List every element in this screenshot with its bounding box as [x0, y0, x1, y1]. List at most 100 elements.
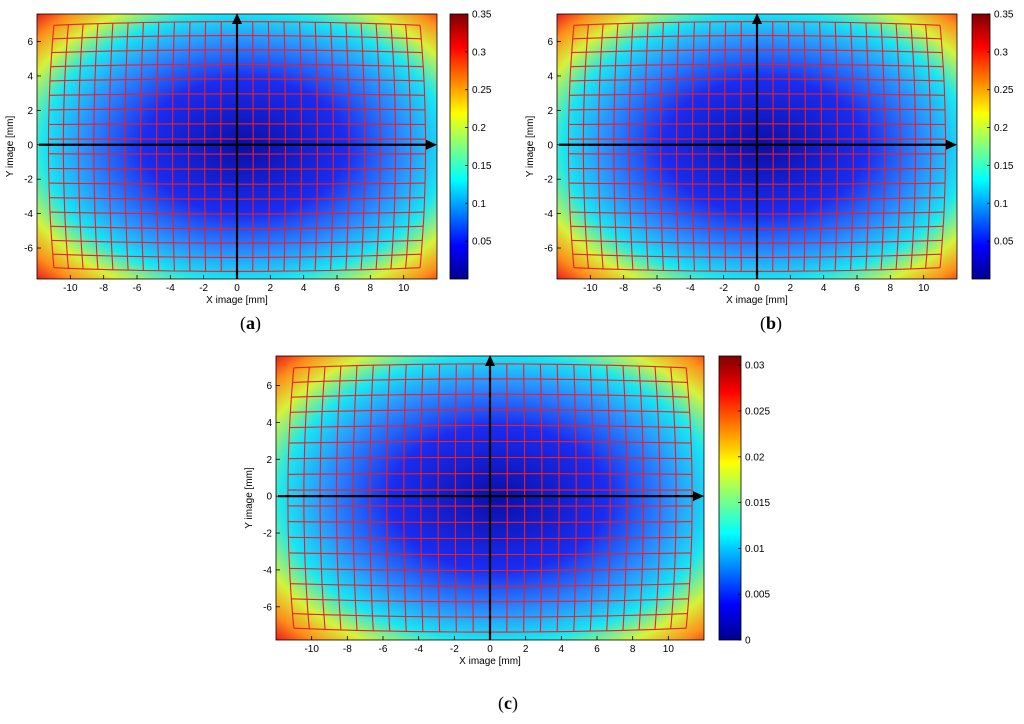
colorbar — [718, 355, 742, 641]
y-tick-label: -4 — [24, 209, 33, 220]
grid-line-vertical — [93, 23, 99, 270]
grid-line-vertical — [403, 364, 407, 632]
y-tick-label: 0 — [266, 492, 272, 503]
y-tick-label: 6 — [266, 381, 272, 392]
grid-line-vertical — [47, 25, 55, 268]
colorbar-tick-label: 0.05 — [472, 237, 492, 248]
grid-line-vertical — [352, 365, 358, 631]
grid-line-vertical — [654, 366, 661, 630]
x-tick-label: 6 — [334, 283, 340, 294]
grid-overlay — [567, 21, 947, 272]
grid-line-vertical — [939, 25, 947, 268]
grid-line-vertical — [819, 21, 823, 272]
panel-c: -10 -8 -6 -4 -2 0 2 4 6 8 10 -6 -4 -2 0 2 4 6 X image [mm]… — [244, 355, 770, 667]
grid-line-vertical — [925, 24, 932, 269]
grid-line-vertical — [303, 367, 310, 629]
y-tick-label: 6 — [27, 37, 33, 48]
panel-label-a-text: a — [246, 313, 255, 333]
y-tick-label: 6 — [547, 37, 553, 48]
grid-line-vertical — [539, 364, 543, 632]
grid-line-vertical — [369, 365, 374, 631]
x-tick-label: -4 — [686, 283, 695, 294]
colorbar-tick-label: 0.2 — [994, 123, 1008, 134]
grid-line-vertical — [567, 25, 575, 268]
grid-line-vertical — [582, 24, 589, 269]
y-axis-label: Y image [mm] — [244, 467, 255, 529]
y-tick-label: 2 — [27, 106, 33, 117]
x-arrowhead-icon — [426, 139, 437, 150]
x-tick-label: -8 — [343, 644, 352, 655]
grid-line-vertical — [622, 365, 628, 631]
colorbar-tick-label: 0.05 — [994, 237, 1014, 248]
grid-line-vertical — [676, 22, 680, 271]
grid-line-vertical — [613, 23, 619, 270]
x-tick-label: -8 — [99, 283, 108, 294]
grid-line-vertical — [880, 23, 886, 270]
x-tick-label: 6 — [594, 644, 600, 655]
y-tick-label: 0 — [547, 140, 553, 151]
grid-line-vertical — [319, 366, 326, 630]
grid-line-vertical — [204, 21, 207, 272]
y-tick-label: 4 — [547, 71, 553, 82]
x-tick-label: -2 — [719, 283, 728, 294]
grid-line-vertical — [140, 22, 144, 271]
colorbar-tick-label: 0.35 — [994, 10, 1014, 21]
grid-line-vertical — [850, 22, 854, 271]
x-tick-label: -4 — [414, 644, 423, 655]
panel-b: -10 -8 -6 -4 -2 0 2 4 6 8 10 -6 -4 -2 0 2 4 6 X image [mm]… — [525, 10, 1014, 307]
grid-line-vertical — [360, 23, 366, 270]
panel-label-c: (c) — [498, 693, 518, 713]
panel-label-b: (b) — [760, 313, 783, 333]
x-arrowhead-icon — [946, 139, 957, 150]
grid-line-vertical — [708, 21, 711, 272]
colorbar-tick-label: 0.015 — [745, 498, 770, 509]
grid-line-vertical — [299, 21, 303, 272]
grid-line-vertical — [437, 364, 441, 632]
grid-line-vertical — [375, 23, 381, 270]
x-tick-label: -6 — [133, 283, 142, 294]
grid-line-vertical — [724, 21, 727, 272]
grid-line-vertical — [454, 363, 457, 633]
x-tick-label: -2 — [450, 644, 459, 655]
grid-line-vertical — [803, 21, 806, 272]
y-tick-label: 4 — [27, 71, 33, 82]
y-arrowhead-icon — [752, 13, 762, 24]
grid-line-vertical — [691, 21, 695, 272]
grid-line-vertical — [670, 367, 677, 629]
colorbar-tick-label: 0.25 — [994, 85, 1014, 96]
x-tick-label: 4 — [821, 283, 827, 294]
colorbar-tick-label: 0.25 — [472, 85, 492, 96]
colorbar-tick-label: 0 — [745, 636, 751, 647]
grid-overlay — [47, 21, 427, 272]
grid-line-vertical — [330, 22, 334, 271]
colorbar-tick-label: 0.2 — [472, 123, 486, 134]
grid-line-vertical — [895, 23, 901, 270]
grid-line-vertical — [573, 364, 577, 632]
grid-line-vertical — [283, 21, 286, 272]
colorbar-tick-label: 0.1 — [472, 199, 486, 210]
x-tick-label: 10 — [663, 644, 675, 655]
x-tick-label: 2 — [268, 283, 274, 294]
y-arrowhead-icon — [232, 13, 242, 24]
colorbar-tick-label: 0.3 — [994, 47, 1008, 58]
grid-line-vertical — [77, 24, 84, 269]
y-tick-label: 2 — [547, 106, 553, 117]
y-arrowhead-icon — [485, 355, 495, 366]
panel-label-a: (a) — [240, 313, 261, 333]
y-tick-label: -6 — [544, 244, 553, 255]
y-axis-label: Y image [mm] — [5, 116, 16, 178]
grid-line-vertical — [171, 21, 175, 272]
x-tick-label: 10 — [398, 283, 410, 294]
x-tick-label: 0 — [754, 283, 760, 294]
x-tick-label: 4 — [559, 644, 565, 655]
y-tick-label: 4 — [266, 418, 272, 429]
y-tick-label: 2 — [266, 455, 272, 466]
colorbar-tick-label: 0.3 — [472, 47, 486, 58]
colorbar-tick-label: 0.005 — [745, 590, 770, 601]
grid-line-vertical — [335, 366, 342, 630]
x-tick-label: -4 — [166, 283, 175, 294]
colorbar-tick-label: 0.03 — [745, 361, 765, 372]
grid-line-vertical — [685, 367, 693, 629]
y-tick-label: -2 — [263, 529, 272, 540]
grid-line-vertical — [287, 367, 295, 629]
